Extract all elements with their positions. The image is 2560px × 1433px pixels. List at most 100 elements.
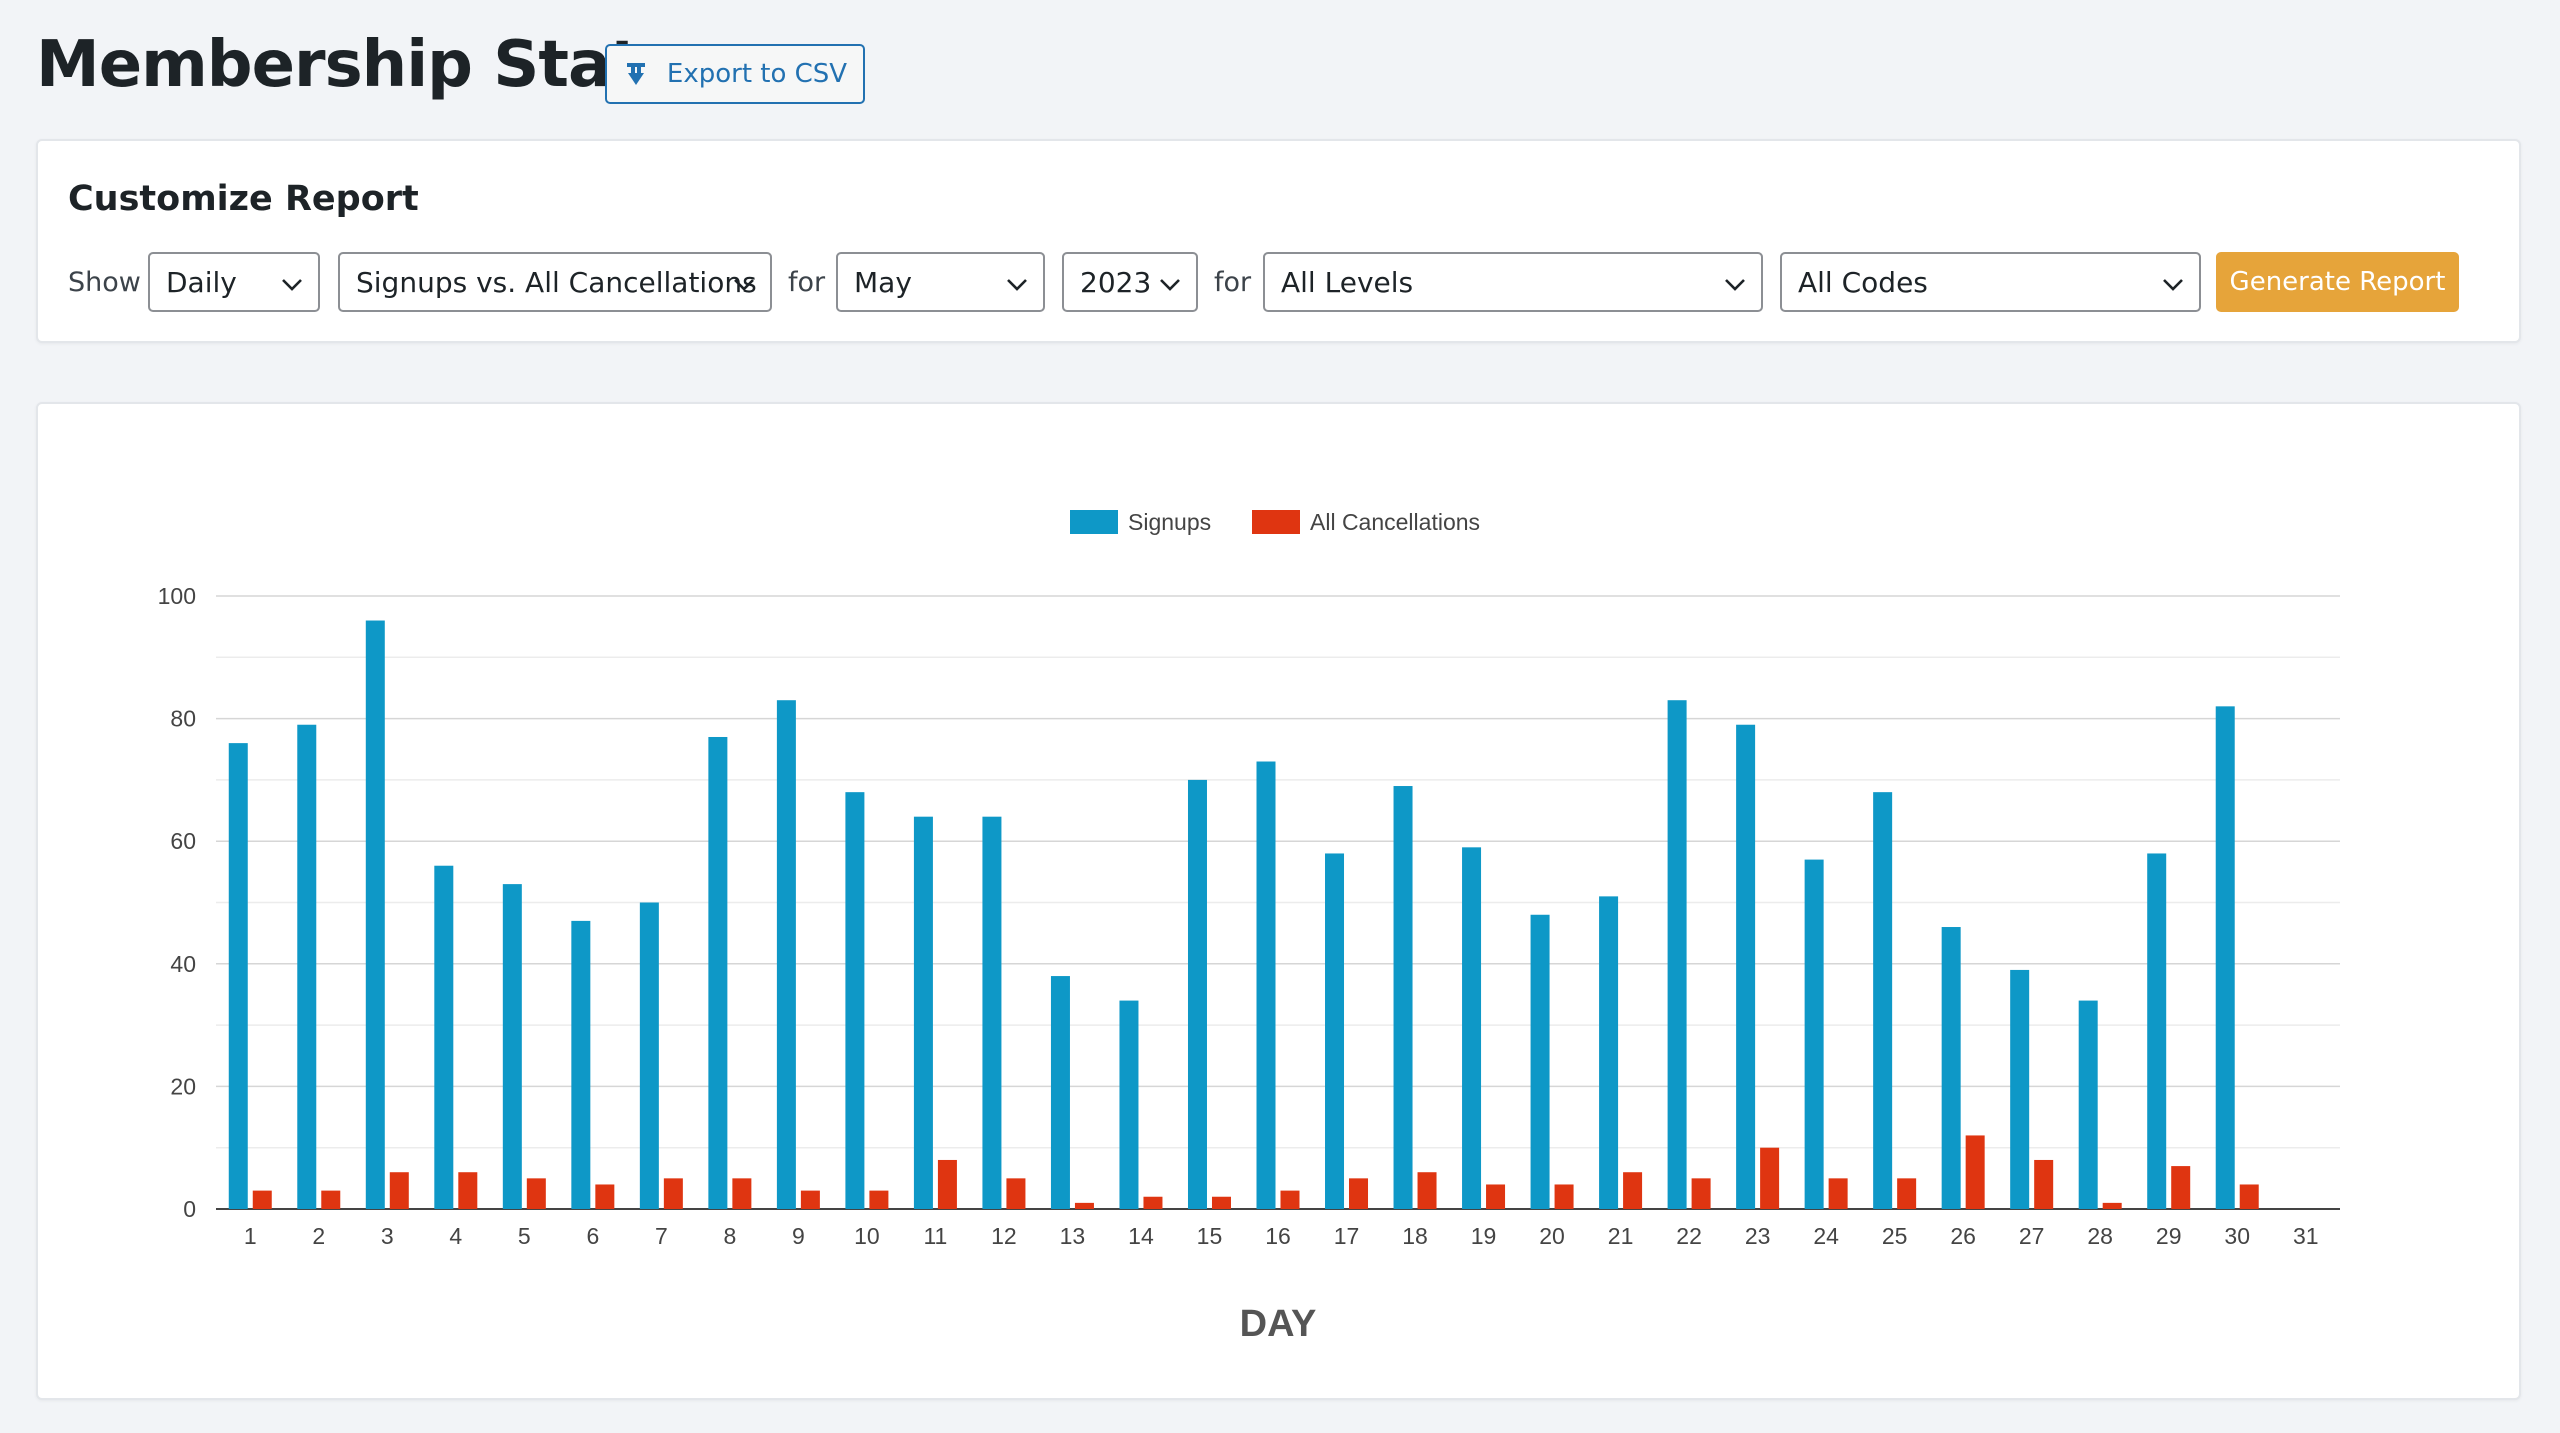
chart-panel: 0 20 40 60 80 100 1 2 3 4 5 6 7 8 9 10 11 12 13 14 15 16 17 18 1… [36,402,2521,1400]
y-tick-label: 80 [170,706,196,732]
x-tick-label: 13 [1060,1223,1086,1249]
signups-bar [982,816,1002,1209]
signups-bar [913,816,933,1209]
x-tick-label: 14 [1128,1223,1154,1249]
signups-bar [228,743,248,1209]
cancellations-bar [2102,1202,2122,1209]
month-select[interactable]: May [836,252,1045,312]
generate-report-button[interactable]: Generate Report [2216,252,2459,312]
cancellations-bar [526,1178,546,1209]
cancellations-bar [1417,1172,1437,1209]
period-select[interactable]: Daily [148,252,320,312]
level-select-value: All Levels [1281,265,1414,299]
x-tick-label: 18 [1402,1223,1428,1249]
x-tick-label: 8 [723,1223,736,1249]
report-type-select[interactable]: Signups vs. All Cancellations [338,252,772,312]
x-tick-label: 29 [2156,1223,2182,1249]
for-label: for [1214,267,1252,298]
signups-bar [2010,969,2030,1209]
x-tick-label: 28 [2087,1223,2113,1249]
chevron-down-icon [2163,279,2183,291]
cancellations-bar [1760,1147,1780,1209]
chevron-down-icon [1160,279,1180,291]
customize-report-title: Customize Report [68,179,419,219]
report-type-select-value: Signups vs. All Cancellations [356,265,757,299]
y-tick-label: 60 [170,828,196,854]
signups-bar [1941,927,1961,1209]
signups-bar [1393,786,1413,1209]
signups-bar [639,902,659,1209]
cancellations-bar [458,1172,478,1209]
cancellations-bar [2171,1166,2191,1209]
signups-bar [502,884,522,1209]
signups-bar [297,724,317,1209]
cancellations-bar [1486,1184,1506,1209]
x-tick-label: 23 [1745,1223,1771,1249]
for-label: for [788,267,826,298]
y-tick-label: 20 [170,1073,196,1099]
x-tick-label: 12 [991,1223,1017,1249]
cancellations-bar [1623,1172,1643,1209]
x-axis-title: DAY [1240,1303,1317,1345]
cancellations-bar [937,1159,957,1209]
customize-report-panel: Customize Report Show Daily Signups vs. … [36,139,2521,343]
signups-bar [1325,853,1345,1209]
x-tick-label: 7 [655,1223,668,1249]
signups-bar [708,736,728,1209]
x-tick-label: 20 [1539,1223,1565,1249]
export-csv-button[interactable]: Export to CSV [605,44,865,104]
cancellations-bar [1143,1196,1163,1209]
signups-bar [1462,847,1482,1209]
signups-bar [1256,761,1276,1209]
signups-bar [1050,976,1070,1209]
signups-bar [1187,779,1207,1209]
legend-label-cancellations: All Cancellations [1310,509,1480,535]
y-tick-label: 40 [170,951,196,977]
cancellations-bar [321,1190,341,1209]
x-tick-label: 21 [1608,1223,1634,1249]
cancellations-bar [595,1184,615,1209]
year-select-value: 2023 [1080,265,1152,299]
cancellations-bar [1211,1196,1231,1209]
x-tick-label: 22 [1676,1223,1702,1249]
year-select[interactable]: 2023 [1062,252,1198,312]
code-select[interactable]: All Codes [1780,252,2201,312]
export-csv-label: Export to CSV [666,59,848,89]
period-select-value: Daily [166,265,237,299]
code-select-value: All Codes [1798,265,1928,299]
download-icon [623,61,649,87]
x-tick-label: 17 [1334,1223,1360,1249]
x-tick-label: 26 [1950,1223,1976,1249]
cancellations-bar [389,1172,409,1209]
x-tick-label: 24 [1813,1223,1839,1249]
cancellations-bar [1691,1178,1711,1209]
signups-bar [1804,859,1824,1209]
cancellations-bar [1280,1190,1300,1209]
legend-swatch-signups [1070,510,1118,534]
page-title: Membership Stats [36,28,678,102]
legend-label-signups: Signups [1128,509,1211,535]
month-select-value: May [854,265,912,299]
x-tick-label: 11 [923,1223,947,1249]
chevron-down-icon [1007,279,1027,291]
x-tick-label: 10 [854,1223,880,1249]
x-tick-label: 3 [381,1223,394,1249]
signups-bar [1119,1000,1139,1209]
cancellations-bar [663,1178,683,1209]
x-tick-label: 5 [518,1223,531,1249]
signups-bar [1873,792,1893,1209]
x-tick-label: 25 [1882,1223,1908,1249]
signups-bar [571,920,591,1209]
chevron-down-icon [734,279,754,291]
cancellations-bar [2239,1184,2259,1209]
signups-bar [2078,1000,2098,1209]
x-tick-label: 2 [312,1223,325,1249]
level-select[interactable]: All Levels [1263,252,1763,312]
signups-bar [1667,700,1687,1209]
chevron-down-icon [282,279,302,291]
cancellations-bar [1965,1135,1985,1209]
cancellations-bar [2034,1159,2054,1209]
x-tick-label: 9 [792,1223,805,1249]
cancellations-bar [1897,1178,1917,1209]
y-tick-label: 100 [158,583,196,609]
